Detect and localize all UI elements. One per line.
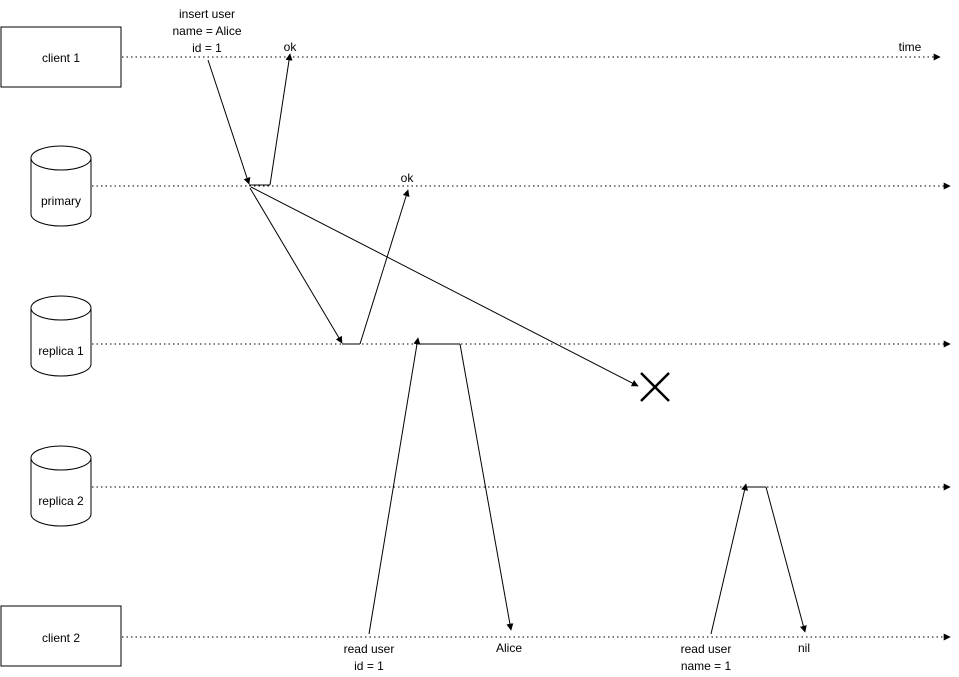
node-primary-label: primary [41,194,81,208]
node-primary: primary [30,145,92,227]
ok-primary-label: ok [401,171,415,185]
time-label: time [899,40,922,54]
read1-label: read user id = 1 [344,642,395,673]
arrow-ok-to-client1 [269,53,293,186]
arrow-insert-to-primary [207,59,251,185]
arrow-read2-to-replica2 [710,483,748,635]
read2-result-label: nil [798,641,810,655]
node-replica2-label: replica 2 [38,494,84,508]
cross-icon [640,372,670,402]
arrow-primary-to-replica1 [249,187,343,344]
svg-text:name = 1: name = 1 [681,659,732,673]
svg-text:read user: read user [681,642,732,656]
ok-client1-label: ok [284,40,298,54]
arrow-primary-to-replica2-lost [250,186,639,387]
node-replica1: replica 1 [30,295,92,377]
read2-label: read user name = 1 [681,642,732,673]
svg-text:insert user: insert user [179,7,235,21]
arrow-read1-to-replica1 [368,337,421,635]
arrow-ok-to-primary [359,189,410,345]
node-replica2: replica 2 [30,445,92,527]
insert-label: insert user name = Alice id = 1 [172,7,241,55]
arrow-read2-result [765,486,807,633]
arrow-read1-result [459,343,514,631]
node-client2: client 2 [0,605,122,667]
node-replica1-label: replica 1 [38,344,84,358]
svg-text:read user: read user [344,642,395,656]
svg-text:name = Alice: name = Alice [172,24,241,38]
node-client1: client 1 [0,26,122,88]
svg-text:id = 1: id = 1 [354,659,384,673]
node-client2-label: client 2 [42,631,80,645]
svg-text:id = 1: id = 1 [192,41,222,55]
node-client1-label: client 1 [42,51,80,65]
read1-result-label: Alice [496,641,522,655]
